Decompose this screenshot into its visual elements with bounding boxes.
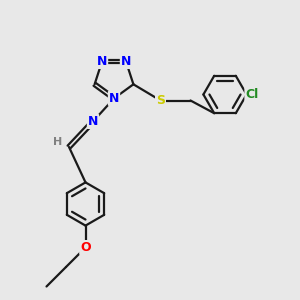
- Text: S: S: [156, 94, 165, 107]
- Text: H: H: [53, 136, 62, 147]
- Text: N: N: [97, 55, 107, 68]
- Text: N: N: [88, 115, 98, 128]
- Text: N: N: [109, 92, 119, 105]
- Text: N: N: [121, 55, 131, 68]
- Text: O: O: [80, 241, 91, 254]
- Text: Cl: Cl: [245, 88, 259, 101]
